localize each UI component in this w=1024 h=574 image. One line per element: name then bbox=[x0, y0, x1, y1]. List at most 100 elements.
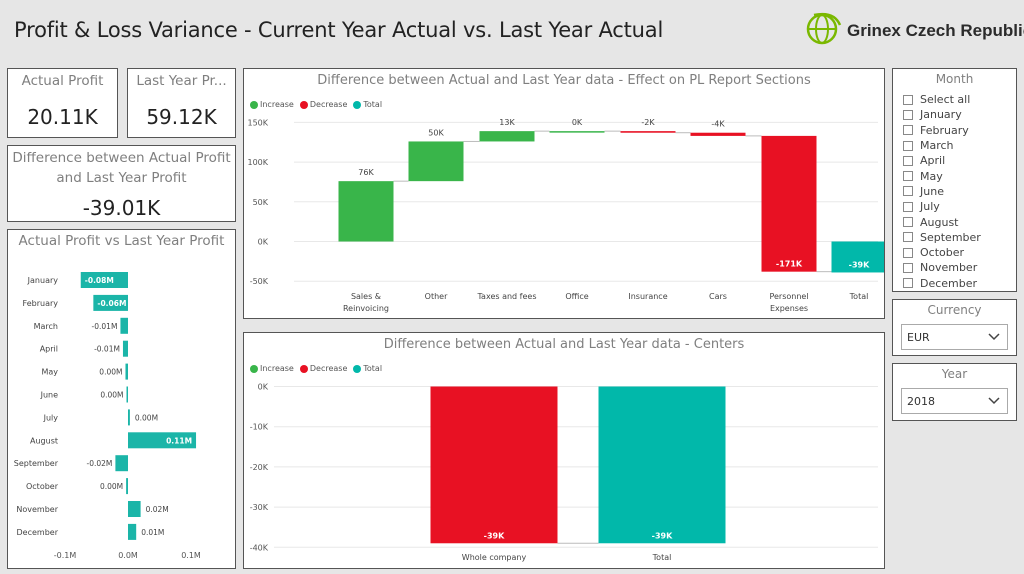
month-label: December bbox=[17, 528, 59, 537]
bar-data-label: 0.00M bbox=[100, 391, 123, 400]
bar-data-label: 50K bbox=[428, 128, 444, 137]
x-category-label: Sales & bbox=[351, 292, 381, 301]
month-bar bbox=[125, 363, 128, 380]
y-tick-label: -30K bbox=[250, 503, 269, 512]
waterfall-bar bbox=[338, 181, 394, 242]
x-category-label: Other bbox=[425, 292, 448, 301]
month-option-label: September bbox=[920, 230, 981, 244]
checkbox-icon[interactable] bbox=[903, 171, 913, 182]
total-dot-icon bbox=[353, 364, 362, 373]
globe-logo-icon bbox=[806, 12, 842, 45]
currency-slicer: Currency EUR bbox=[892, 299, 1017, 356]
month-label: November bbox=[16, 505, 58, 514]
bar-data-label: 76K bbox=[358, 168, 374, 177]
month-option[interactable]: September bbox=[903, 230, 981, 245]
month-bar bbox=[80, 272, 128, 288]
chart-title: Difference between Actual and Last Year … bbox=[383, 337, 745, 352]
company-name: Grinex Czech Republic bbox=[847, 21, 1024, 40]
currency-dropdown[interactable]: EUR bbox=[901, 324, 1008, 350]
month-bar bbox=[115, 455, 128, 472]
bar-data-label: 0.00M bbox=[100, 482, 123, 491]
chevron-down-icon bbox=[988, 397, 1000, 405]
month-option-label: August bbox=[920, 215, 959, 229]
x-category-label: Taxes and fees bbox=[476, 292, 536, 301]
month-option[interactable]: Select all bbox=[903, 92, 981, 107]
month-option[interactable]: June bbox=[903, 184, 981, 199]
bar-data-label: -0.01M bbox=[94, 345, 120, 354]
waterfall-bar bbox=[761, 135, 817, 272]
month-option-label: July bbox=[920, 200, 940, 214]
checkbox-icon[interactable] bbox=[903, 155, 913, 166]
month-option[interactable]: January bbox=[903, 107, 981, 122]
month-label: March bbox=[34, 322, 58, 331]
month-option[interactable]: May bbox=[903, 168, 981, 183]
x-category-label: Total bbox=[849, 292, 869, 301]
checkbox-icon[interactable] bbox=[903, 278, 913, 289]
y-tick-label: 50K bbox=[253, 198, 269, 207]
checkbox-icon[interactable] bbox=[903, 140, 913, 151]
checkbox-icon[interactable] bbox=[903, 94, 913, 105]
month-option[interactable]: July bbox=[903, 199, 981, 214]
month-label: January bbox=[27, 276, 59, 285]
month-option-label: April bbox=[920, 154, 946, 168]
month-label: June bbox=[40, 391, 59, 400]
month-option[interactable]: October bbox=[903, 245, 981, 260]
month-option-label: March bbox=[920, 139, 954, 153]
year-dropdown[interactable]: 2018 bbox=[901, 388, 1008, 414]
y-tick-label: -40K bbox=[250, 543, 269, 552]
slicer-title: Month bbox=[935, 72, 974, 86]
bar-data-label: 0K bbox=[572, 118, 583, 127]
month-bar bbox=[128, 501, 141, 517]
bar-data-label: -0.02M bbox=[87, 459, 113, 468]
checkbox-icon[interactable] bbox=[903, 217, 913, 228]
kpi-actual-profit[interactable]: Actual Profit 20.11K bbox=[7, 68, 118, 138]
bar-data-label: 0.11M bbox=[166, 436, 192, 445]
checkbox-icon[interactable] bbox=[903, 109, 913, 120]
checkbox-icon[interactable] bbox=[903, 247, 913, 258]
kpi-profit-difference[interactable]: Difference between Actual Profit and Las… bbox=[7, 145, 236, 222]
month-label: September bbox=[14, 459, 59, 468]
centers-waterfall-chart[interactable]: Difference between Actual and Last Year … bbox=[243, 332, 885, 569]
y-tick-label: -20K bbox=[250, 463, 269, 472]
month-list: Select all January February March April May Ju… bbox=[903, 92, 981, 291]
month-label: May bbox=[41, 368, 58, 377]
waterfall-bar bbox=[831, 241, 884, 273]
kpi-value: 59.12K bbox=[146, 105, 217, 129]
month-option[interactable]: August bbox=[903, 214, 981, 229]
chevron-down-icon bbox=[988, 333, 1000, 341]
checkbox-icon[interactable] bbox=[903, 186, 913, 197]
decrease-dot-icon bbox=[299, 364, 308, 373]
month-option[interactable]: December bbox=[903, 276, 981, 291]
chart-legend: Increase Decrease Total bbox=[250, 100, 382, 109]
y-tick-label: 100K bbox=[247, 158, 268, 167]
legend-decrease: Decrease bbox=[309, 364, 348, 373]
month-option[interactable]: March bbox=[903, 138, 981, 153]
x-category-label: Total bbox=[652, 553, 672, 562]
month-option-label: February bbox=[920, 123, 969, 137]
legend-total: Total bbox=[363, 100, 383, 109]
bar-data-label: -39K bbox=[849, 260, 870, 269]
pl-sections-waterfall-chart[interactable]: Difference between Actual and Last Year … bbox=[243, 68, 885, 319]
checkbox-icon[interactable] bbox=[903, 125, 913, 136]
checkbox-icon[interactable] bbox=[903, 262, 913, 273]
checkbox-icon[interactable] bbox=[903, 201, 913, 212]
y-tick-label: 150K bbox=[247, 118, 268, 127]
x-category-label: Reinvoicing bbox=[343, 304, 389, 313]
kpi-last-year-profit[interactable]: Last Year Pr... 59.12K bbox=[127, 68, 236, 138]
year-value: 2018 bbox=[907, 394, 935, 408]
kpi-label: Actual Profit bbox=[21, 73, 104, 89]
month-label: August bbox=[30, 436, 58, 445]
slicer-title: Year bbox=[941, 367, 968, 381]
checkbox-icon[interactable] bbox=[903, 232, 913, 243]
chart-title: Difference between Actual and Last Year … bbox=[317, 73, 811, 88]
waterfall-bar bbox=[549, 131, 605, 133]
month-option[interactable]: April bbox=[903, 153, 981, 168]
month-bar bbox=[122, 340, 128, 357]
month-option[interactable]: February bbox=[903, 123, 981, 138]
x-category-label: Cars bbox=[709, 292, 727, 301]
month-slicer: Month Select all January February March Apri… bbox=[892, 68, 1017, 292]
month-option[interactable]: November bbox=[903, 260, 981, 275]
monthly-profit-chart[interactable]: Actual Profit vs Last Year Profit Januar… bbox=[7, 229, 236, 569]
bar-data-label: -2K bbox=[641, 118, 655, 127]
month-option-label: November bbox=[920, 261, 978, 275]
